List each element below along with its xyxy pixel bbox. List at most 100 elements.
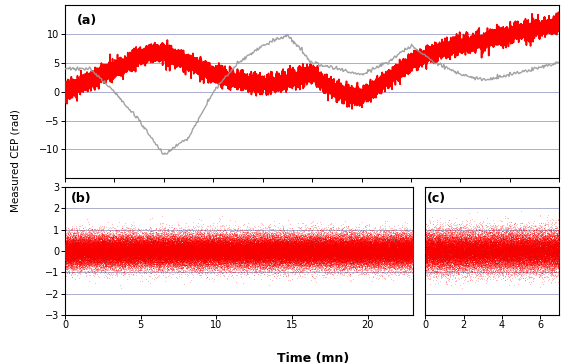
- Point: [492, 258, 501, 264]
- Point: [69, 249, 78, 254]
- Point: [429, 247, 438, 253]
- Point: [198, 235, 207, 241]
- Point: [514, 243, 523, 249]
- Point: [119, 239, 128, 245]
- Point: [244, 250, 253, 256]
- Point: [452, 248, 461, 254]
- Point: [324, 248, 333, 254]
- Point: [221, 262, 231, 268]
- Point: [330, 246, 339, 252]
- Point: [487, 260, 496, 266]
- Point: [360, 244, 370, 250]
- Point: [459, 261, 468, 266]
- Point: [366, 253, 375, 259]
- Point: [345, 255, 354, 261]
- Point: [160, 241, 169, 247]
- Point: [88, 257, 97, 263]
- Point: [74, 240, 83, 246]
- Point: [251, 254, 260, 260]
- Point: [62, 237, 71, 243]
- Point: [244, 254, 253, 260]
- Point: [120, 243, 129, 249]
- Point: [145, 247, 154, 253]
- Point: [506, 246, 515, 252]
- Point: [456, 257, 465, 263]
- Point: [462, 246, 471, 252]
- Point: [172, 252, 181, 258]
- Point: [438, 252, 447, 258]
- Point: [402, 258, 411, 264]
- Point: [81, 240, 90, 245]
- Point: [336, 239, 345, 245]
- Point: [325, 266, 334, 272]
- Point: [487, 240, 496, 245]
- Point: [266, 243, 275, 249]
- Point: [360, 245, 370, 251]
- Point: [84, 247, 93, 253]
- Point: [96, 239, 105, 245]
- Point: [338, 235, 347, 241]
- Point: [102, 239, 111, 245]
- Point: [331, 259, 340, 265]
- Point: [332, 233, 341, 238]
- Point: [302, 252, 311, 258]
- Point: [308, 239, 317, 245]
- Point: [215, 250, 224, 256]
- Point: [266, 253, 275, 259]
- Point: [181, 249, 190, 255]
- Point: [251, 234, 260, 240]
- Point: [178, 246, 187, 252]
- Point: [206, 243, 215, 249]
- Point: [101, 252, 110, 257]
- Point: [327, 252, 336, 258]
- Point: [118, 261, 127, 267]
- Point: [291, 252, 300, 257]
- Point: [423, 251, 432, 257]
- Point: [336, 253, 345, 259]
- Point: [396, 236, 405, 242]
- Point: [438, 244, 447, 250]
- Point: [137, 257, 146, 263]
- Point: [119, 247, 128, 253]
- Point: [137, 230, 146, 236]
- Point: [139, 239, 148, 245]
- Point: [255, 247, 264, 253]
- Point: [210, 252, 219, 257]
- Point: [155, 262, 164, 268]
- Point: [240, 259, 249, 265]
- Point: [554, 249, 563, 255]
- Point: [221, 249, 230, 255]
- Point: [121, 243, 130, 249]
- Point: [407, 243, 416, 249]
- Point: [205, 248, 214, 253]
- Point: [221, 253, 230, 258]
- Point: [220, 254, 229, 260]
- Point: [282, 239, 291, 245]
- Point: [82, 240, 91, 245]
- Point: [129, 246, 138, 252]
- Point: [542, 252, 551, 257]
- Point: [438, 253, 447, 259]
- Point: [367, 255, 376, 261]
- Point: [206, 250, 215, 256]
- Point: [457, 259, 466, 265]
- Point: [205, 250, 214, 256]
- Point: [525, 244, 534, 250]
- Point: [131, 243, 140, 249]
- Point: [194, 261, 203, 266]
- Point: [158, 254, 167, 260]
- Point: [351, 243, 360, 249]
- Point: [426, 240, 435, 246]
- Point: [450, 244, 459, 250]
- Point: [347, 237, 356, 242]
- Point: [146, 241, 155, 247]
- Point: [220, 246, 229, 252]
- Point: [436, 253, 445, 259]
- Point: [118, 246, 127, 252]
- Point: [483, 254, 492, 260]
- Point: [272, 246, 281, 252]
- Point: [94, 236, 103, 242]
- Point: [454, 253, 463, 259]
- Point: [292, 248, 301, 253]
- Point: [542, 253, 551, 258]
